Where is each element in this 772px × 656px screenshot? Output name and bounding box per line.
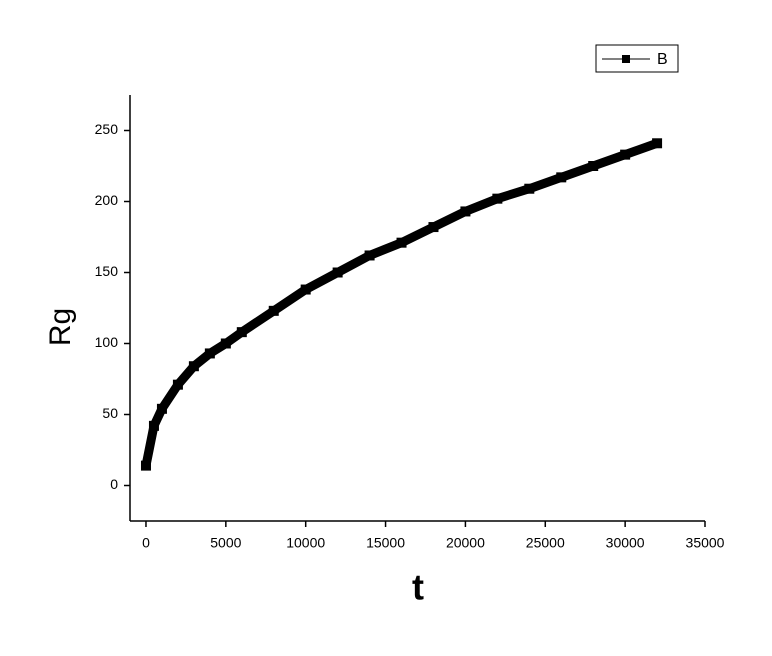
y-tick-label: 150 (95, 263, 119, 279)
x-tick-label: 5000 (210, 535, 241, 551)
x-tick-label: 30000 (606, 535, 645, 551)
x-tick-label: 20000 (446, 535, 485, 551)
x-tick-label: 15000 (366, 535, 405, 551)
marker (156, 403, 167, 414)
marker (396, 237, 407, 248)
marker (524, 183, 535, 194)
marker (268, 305, 279, 316)
marker (140, 460, 151, 471)
x-tick-label: 10000 (286, 535, 325, 551)
marker (460, 206, 471, 217)
marker (300, 284, 311, 295)
legend-label: B (657, 51, 668, 68)
marker (652, 138, 663, 149)
x-axis-label: t (412, 567, 424, 608)
y-tick-label: 100 (95, 334, 119, 350)
marker (620, 149, 631, 160)
y-tick-label: 50 (102, 405, 118, 421)
marker (236, 327, 247, 338)
marker (588, 161, 599, 171)
y-tick-label: 200 (95, 192, 119, 208)
x-tick-label: 0 (142, 535, 150, 551)
marker (188, 361, 199, 372)
marker (220, 338, 231, 349)
series-line (141, 139, 659, 467)
y-axis-label: Rg (44, 308, 77, 346)
marker (172, 379, 183, 390)
x-tick-label: 35000 (686, 535, 725, 551)
marker (364, 250, 375, 261)
y-tick-label: 0 (110, 476, 118, 492)
legend-marker (622, 55, 630, 63)
marker (428, 222, 439, 233)
x-tick-label: 25000 (526, 535, 565, 551)
marker (148, 420, 159, 431)
marker (204, 348, 215, 359)
marker (556, 172, 567, 183)
marker (332, 267, 343, 278)
marker (492, 193, 503, 204)
y-tick-label: 250 (95, 121, 119, 137)
